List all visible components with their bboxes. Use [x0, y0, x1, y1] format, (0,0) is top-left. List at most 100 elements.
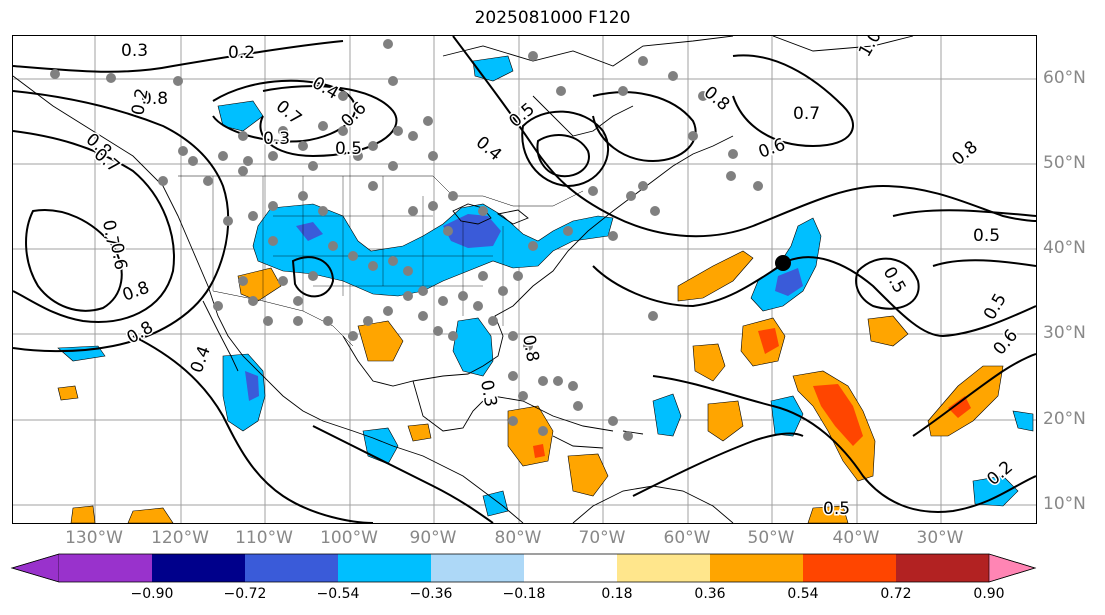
- station-dot: [573, 401, 583, 411]
- contour-label: 0.3: [121, 41, 148, 61]
- station-dot: [650, 206, 660, 216]
- station-dot: [278, 276, 288, 286]
- station-dot: [363, 316, 373, 326]
- isoline: [13, 40, 344, 73]
- station-dot: [508, 416, 518, 426]
- station-dot: [428, 151, 438, 161]
- shade-medium-blue: [443, 214, 501, 248]
- colorbar: [10, 553, 1037, 583]
- colorbar-segment: [59, 554, 152, 582]
- contour-label: 0.8: [120, 278, 152, 306]
- station-dot: [403, 266, 413, 276]
- shade-light-blue: [652, 393, 682, 437]
- colorbar-tick-label: 0.72: [880, 586, 912, 602]
- contour-label: 0.2: [128, 87, 152, 117]
- station-dot: [368, 261, 378, 271]
- shade-red-orange: [813, 384, 863, 446]
- contour-label: 0.8: [141, 89, 168, 109]
- station-dot: [418, 286, 428, 296]
- contour-label: 0.6: [990, 326, 1023, 360]
- shade-light-blue: [1012, 410, 1034, 432]
- contour-label: 0.6: [106, 241, 130, 271]
- latitude-label: 20°N: [1043, 409, 1086, 429]
- station-dot: [553, 376, 563, 386]
- shade-orange: [567, 453, 609, 497]
- isoline: [892, 209, 1036, 217]
- colorbar-segment: [338, 554, 431, 582]
- station-dot: [668, 71, 678, 81]
- coastline-canada-north: [442, 36, 734, 67]
- station-dot: [528, 241, 538, 251]
- colorbar-tick-label: 0.36: [694, 586, 726, 602]
- isoline: [732, 54, 854, 148]
- station-dot: [443, 226, 453, 236]
- station-dot: [556, 86, 566, 96]
- station-dot: [293, 296, 303, 306]
- station-dot: [488, 316, 498, 326]
- station-dot: [238, 166, 248, 176]
- shade-light-blue: [252, 203, 614, 297]
- shade-light-blue: [472, 55, 514, 82]
- station-dot: [418, 311, 428, 321]
- station-dot: [388, 76, 398, 86]
- contour-label: 0.2: [228, 43, 255, 63]
- shade-light-blue: [452, 317, 494, 377]
- shade-red-orange: [533, 444, 545, 458]
- colorbar-segment: [245, 554, 338, 582]
- station-dot: [538, 426, 548, 436]
- station-dot: [478, 206, 488, 216]
- station-dot: [308, 161, 318, 171]
- station-dot: [408, 131, 418, 141]
- longitude-label: 30°W: [916, 528, 964, 548]
- isoline: [932, 259, 1036, 267]
- shade-medium-blue: [775, 268, 803, 296]
- colorbar-segment: [152, 554, 245, 582]
- contour-label: 0.8: [700, 83, 734, 116]
- contour-label: 0.5: [823, 499, 850, 519]
- station-dot: [318, 121, 328, 131]
- station-dot: [248, 211, 258, 221]
- station-dot: [368, 181, 378, 191]
- colorbar-segment: [896, 554, 989, 582]
- shade-orange: [357, 320, 404, 362]
- shade-medium-blue: [296, 222, 323, 241]
- colorbar-tick-label: 0.18: [601, 586, 633, 602]
- station-dot: [188, 156, 198, 166]
- station-dot: [368, 141, 378, 151]
- station-dot: [383, 306, 393, 316]
- colorbar-tick-label: −0.54: [316, 586, 360, 602]
- map-canvas: 0.3 0.20.40.70.80.3 0.50.60.20.40.50.80.70…: [13, 36, 1036, 523]
- contour-label: 0.8: [124, 317, 157, 348]
- station-dot: [448, 331, 458, 341]
- shade-orange: [807, 505, 849, 523]
- station-dots: [50, 39, 763, 441]
- contour-label: 0.7: [272, 97, 306, 130]
- contour-label: 0.7: [793, 104, 820, 124]
- shade-light-blue: [770, 395, 804, 437]
- station-dot: [473, 301, 483, 311]
- contour-label: 0.5: [335, 139, 362, 159]
- station-dot: [243, 156, 253, 166]
- station-dot: [278, 126, 288, 136]
- station-dot: [298, 191, 308, 201]
- station-dot: [638, 56, 648, 66]
- station-dot: [263, 316, 273, 326]
- isoline: [13, 90, 230, 353]
- contour-label: 0.5: [505, 99, 539, 132]
- station-dot: [203, 176, 213, 186]
- storm-center-marker: [775, 255, 791, 271]
- contour-label: 0.4: [309, 73, 342, 104]
- station-dot: [563, 226, 573, 236]
- station-dot: [538, 376, 548, 386]
- station-dot: [388, 161, 398, 171]
- isoline: [536, 134, 590, 178]
- shade-orange: [127, 507, 174, 523]
- colorbar-segment: [710, 554, 803, 582]
- isoline: [291, 256, 335, 298]
- great-lakes: [452, 203, 529, 225]
- shade-orange: [867, 315, 909, 347]
- station-dot: [423, 116, 433, 126]
- longitude-label: 130°W: [65, 528, 123, 548]
- shade-orange: [677, 250, 754, 302]
- station-dot: [383, 39, 393, 49]
